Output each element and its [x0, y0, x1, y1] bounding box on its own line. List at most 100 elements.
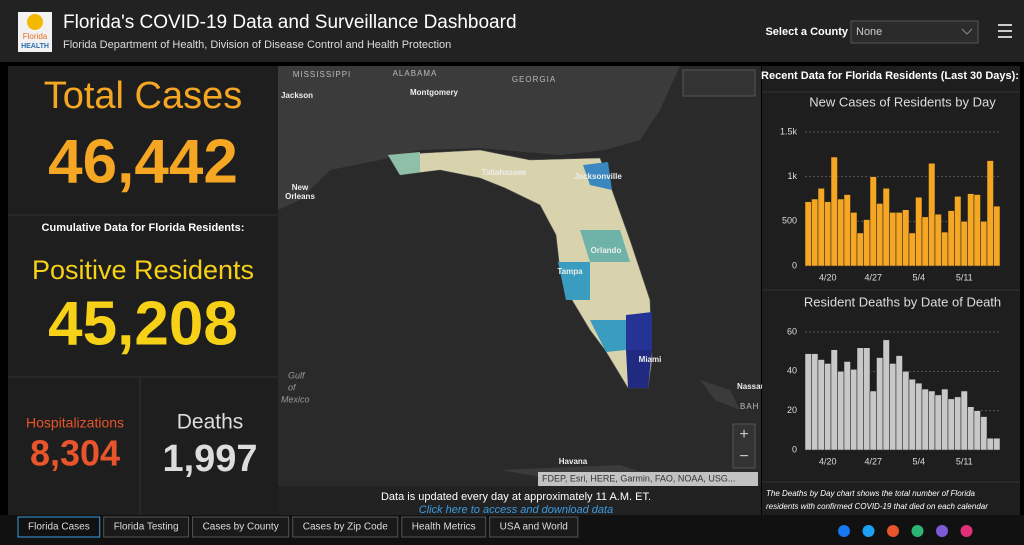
map-label: Orleans — [285, 192, 315, 201]
bar — [843, 194, 851, 267]
bar — [804, 353, 812, 451]
note: residents with confirmed COVID-19 that d… — [766, 502, 988, 511]
map-toolbar[interactable] — [682, 69, 756, 97]
x-tick-label: 5/4 — [912, 456, 925, 466]
note: The Deaths by Day chart shows the total … — [766, 489, 976, 498]
x-tick-label: 4/20 — [819, 456, 837, 466]
tab[interactable] — [17, 516, 101, 538]
bar — [817, 188, 825, 267]
share-icon[interactable] — [936, 525, 948, 537]
bar — [856, 232, 864, 267]
tab-label[interactable]: Florida Testing — [114, 522, 179, 533]
bar — [863, 347, 871, 451]
menu-icon[interactable] — [998, 24, 1012, 38]
bar — [908, 378, 916, 451]
share-icon[interactable] — [911, 525, 924, 537]
x-tick-label: 5/11 — [956, 272, 973, 282]
share-icon[interactable] — [838, 525, 850, 537]
bar — [941, 231, 949, 267]
cumulative-label: Cumulative Data for Florida Residents: — [42, 222, 245, 234]
bar — [973, 194, 981, 267]
bar — [928, 390, 936, 451]
y-tick-label: 20 — [787, 405, 797, 415]
chart-title: New Cases of Residents by Day — [809, 94, 996, 109]
bar — [895, 355, 903, 451]
zoom-control[interactable] — [732, 423, 756, 469]
county — [626, 312, 652, 350]
bar — [986, 437, 994, 451]
tab-label[interactable]: Cases by County — [203, 522, 279, 533]
map-label: New — [292, 183, 309, 192]
county — [580, 230, 630, 262]
logo-sun — [27, 14, 43, 30]
bar — [993, 205, 1001, 267]
tab[interactable] — [489, 516, 579, 538]
share-icon[interactable] — [862, 525, 875, 537]
bar — [934, 213, 942, 267]
bar — [902, 371, 910, 451]
bar — [967, 193, 975, 267]
bar — [889, 212, 897, 267]
zoom-in[interactable]: + — [739, 426, 748, 443]
dropdown-arrow — [961, 28, 973, 35]
tab-label[interactable]: Cases by Zip Code — [303, 522, 388, 533]
tab-label[interactable]: Florida Cases — [28, 522, 90, 533]
map-label: Nassau — [737, 382, 766, 391]
left-panel — [8, 66, 278, 515]
county — [558, 262, 590, 300]
bar — [869, 176, 877, 267]
county — [583, 162, 612, 190]
select-value: None — [856, 26, 882, 38]
map-footer — [278, 486, 761, 515]
bar — [967, 406, 975, 451]
bar — [954, 196, 962, 267]
x-tick-label: 4/20 — [819, 272, 837, 282]
tab-label[interactable]: USA and World — [500, 522, 568, 533]
bar — [856, 347, 864, 451]
share-icon[interactable] — [960, 525, 973, 537]
zoom-out[interactable]: − — [739, 448, 748, 465]
x-tick-label: 5/11 — [956, 456, 973, 466]
bar — [980, 416, 988, 451]
tab[interactable] — [192, 516, 290, 538]
bar — [895, 212, 903, 267]
select-label: Select a County — [765, 26, 848, 38]
y-tick-label: 500 — [782, 216, 797, 226]
attribution: FDEP, Esri, HERE, Garmin, FAO, NOAA, USG… — [542, 473, 735, 483]
bar — [986, 160, 994, 267]
county — [590, 320, 626, 352]
bar — [824, 363, 832, 451]
bar — [928, 163, 936, 267]
panel-title: Recent Data for Florida Residents (Last … — [761, 70, 1019, 82]
county-select[interactable] — [850, 20, 979, 44]
total-cases-label: Total Cases — [44, 75, 243, 117]
bar — [993, 437, 1001, 451]
tab-label[interactable]: Health Metrics — [412, 522, 476, 533]
land — [278, 66, 680, 210]
tab[interactable] — [292, 516, 399, 538]
bar — [869, 390, 877, 451]
map-label: Miami — [639, 355, 662, 364]
positive-value: 45,208 — [48, 289, 238, 358]
map-label: Tallahassee — [482, 168, 527, 177]
map-label: BAH — [740, 402, 759, 411]
map-label: Havana — [559, 457, 588, 466]
tab[interactable] — [103, 516, 190, 538]
share-icon[interactable] — [887, 525, 899, 537]
hosp-value: 8,304 — [30, 433, 120, 474]
bar — [843, 361, 851, 451]
map-label: Gulf — [288, 370, 306, 380]
county — [626, 350, 652, 388]
bar — [876, 357, 884, 451]
bar — [876, 203, 884, 267]
bar — [817, 359, 825, 451]
tab[interactable] — [401, 516, 487, 538]
bar — [889, 363, 897, 451]
logo-text: Florida — [23, 32, 48, 41]
bar — [863, 219, 871, 267]
update-note: Data is updated every day at approximate… — [381, 491, 651, 503]
bar — [882, 339, 890, 451]
download-link[interactable]: Click here to access and download data — [419, 504, 613, 516]
bar — [960, 390, 968, 451]
